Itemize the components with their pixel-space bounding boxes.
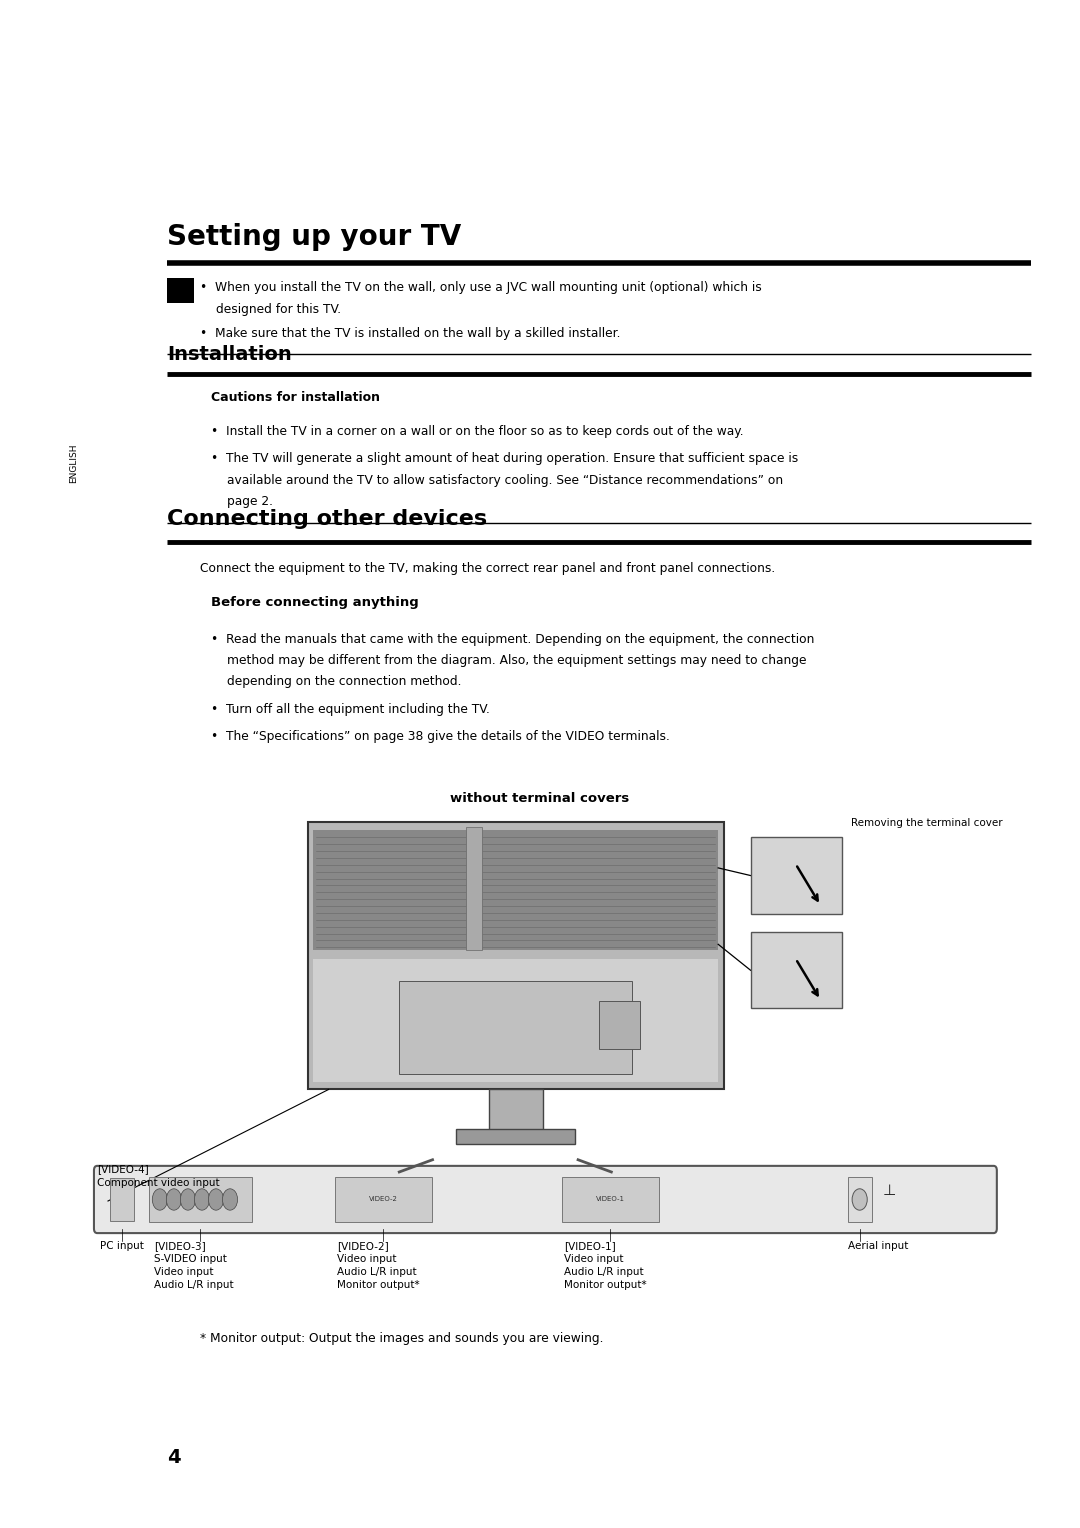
Text: •  Read the manuals that came with the equipment. Depending on the equipment, th: • Read the manuals that came with the eq… [211, 633, 814, 646]
Text: ENGLISH: ENGLISH [69, 443, 78, 483]
Bar [335, 1177, 432, 1222]
Circle shape [166, 1189, 181, 1210]
Text: [VIDEO-1]
Video input
Audio L/R input
Monitor output*: [VIDEO-1] Video input Audio L/R input Mo… [564, 1241, 647, 1290]
Text: Aerial input: Aerial input [848, 1241, 908, 1251]
Text: •  When you install the TV on the wall, only use a JVC wall mounting unit (optio: • When you install the TV on the wall, o… [200, 281, 761, 295]
Bar [456, 1129, 576, 1144]
Bar [313, 960, 718, 1082]
Bar [848, 1177, 872, 1222]
Text: Removing the terminal cover: Removing the terminal cover [851, 817, 1002, 828]
Text: [VIDEO-4]
Component video input: [VIDEO-4] Component video input [97, 1164, 220, 1187]
Bar [110, 1178, 134, 1221]
Circle shape [222, 1189, 238, 1210]
Bar [313, 830, 718, 950]
Bar [751, 932, 842, 1008]
Bar [400, 981, 632, 1074]
Bar [751, 837, 842, 914]
Circle shape [180, 1189, 195, 1210]
Text: method may be different from the diagram. Also, the equipment settings may need : method may be different from the diagram… [227, 654, 807, 668]
Text: designed for this TV.: designed for this TV. [216, 303, 341, 316]
Text: PC input: PC input [100, 1241, 144, 1251]
Bar [598, 1001, 640, 1050]
Text: [VIDEO-2]
Video input
Audio L/R input
Monitor output*: [VIDEO-2] Video input Audio L/R input Mo… [337, 1241, 420, 1290]
Text: •  Turn off all the equipment including the TV.: • Turn off all the equipment including t… [211, 703, 489, 717]
Text: without terminal covers: without terminal covers [450, 792, 630, 805]
Text: •  Make sure that the TV is installed on the wall by a skilled installer.: • Make sure that the TV is installed on … [200, 327, 620, 341]
Text: depending on the connection method.: depending on the connection method. [227, 675, 461, 689]
Text: •  The “Specifications” on page 38 give the details of the VIDEO terminals.: • The “Specifications” on page 38 give t… [211, 730, 670, 744]
Text: [VIDEO-3]
S-VIDEO input
Video input
Audio L/R input: [VIDEO-3] S-VIDEO input Video input Audi… [154, 1241, 234, 1290]
Circle shape [852, 1189, 867, 1210]
Circle shape [152, 1189, 167, 1210]
Text: Installation: Installation [167, 345, 293, 364]
FancyBboxPatch shape [94, 1166, 997, 1233]
Text: •  The TV will generate a slight amount of heat during operation. Ensure that su: • The TV will generate a slight amount o… [211, 452, 798, 466]
Text: 4: 4 [167, 1449, 181, 1467]
Text: ⊥: ⊥ [882, 1183, 895, 1198]
Bar [308, 822, 724, 1089]
Circle shape [194, 1189, 210, 1210]
Text: * Monitor output: Output the images and sounds you are viewing.: * Monitor output: Output the images and … [200, 1332, 604, 1346]
Text: Cautions for installation: Cautions for installation [211, 391, 379, 405]
Text: available around the TV to allow satisfactory cooling. See “Distance recommendat: available around the TV to allow satisfa… [227, 474, 783, 487]
Text: Before connecting anything: Before connecting anything [211, 596, 418, 610]
Text: Connect the equipment to the TV, making the correct rear panel and front panel c: Connect the equipment to the TV, making … [200, 562, 775, 576]
Bar [465, 828, 483, 950]
Text: VIDEO-1: VIDEO-1 [596, 1196, 624, 1203]
Text: VIDEO-2: VIDEO-2 [369, 1196, 397, 1203]
Bar [167, 278, 194, 303]
Text: •  Install the TV in a corner on a wall or on the floor so as to keep cords out : • Install the TV in a corner on a wall o… [211, 425, 743, 439]
Text: Connecting other devices: Connecting other devices [167, 509, 487, 529]
Bar [562, 1177, 659, 1222]
Text: page 2.: page 2. [227, 495, 273, 509]
Bar [488, 1089, 543, 1132]
Bar [149, 1177, 252, 1222]
Circle shape [208, 1189, 224, 1210]
Text: Setting up your TV: Setting up your TV [167, 223, 461, 251]
